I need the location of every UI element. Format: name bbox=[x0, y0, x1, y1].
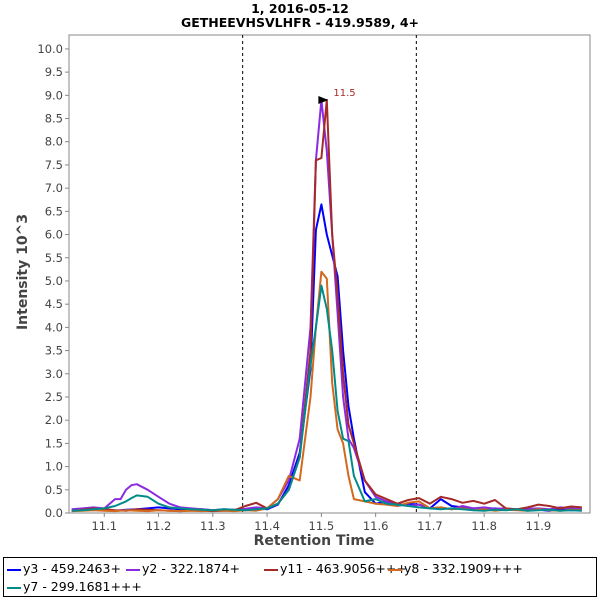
y-tick-label: 7.0 bbox=[45, 181, 63, 195]
y-tick-label: 0.0 bbox=[45, 506, 63, 520]
y-tick-label: 9.5 bbox=[45, 65, 63, 79]
chart-subtitle: GETHEEVHSVLHFR - 419.9589, 4+ bbox=[181, 15, 419, 30]
y-tick-label: 6.0 bbox=[45, 228, 63, 242]
legend-label: y7 - 299.1681+++ bbox=[23, 579, 142, 594]
peak-marker bbox=[318, 95, 329, 104]
y-tick-label: 8.5 bbox=[45, 112, 63, 126]
x-tick-label: 11.1 bbox=[91, 519, 117, 533]
chromatogram-chart: 1, 2016-05-12 GETHEEVHSVLHFR - 419.9589,… bbox=[15, 1, 591, 549]
legend-item: y11 - 463.9056+++ bbox=[264, 560, 407, 578]
legend-item: y3 - 459.2463+ bbox=[7, 560, 121, 578]
legend-swatch bbox=[7, 586, 21, 589]
legend-label: y2 - 322.1874+ bbox=[142, 561, 240, 576]
legend-item: y8 - 332.1909+++ bbox=[388, 560, 523, 578]
y-axis-label: Intensity 10^3 bbox=[15, 214, 31, 330]
plot-frame bbox=[68, 34, 591, 514]
series-line bbox=[71, 284, 582, 512]
series-line bbox=[71, 203, 582, 512]
legend-swatch bbox=[7, 568, 21, 571]
y-tick-label: 1.0 bbox=[45, 460, 63, 474]
chart-title: 1, 2016-05-12 bbox=[251, 1, 349, 16]
legend-swatch bbox=[126, 568, 140, 571]
peak-annotation: 11.5 bbox=[318, 88, 356, 104]
y-tick-label: 4.5 bbox=[45, 297, 63, 311]
y-tick-label: 9.0 bbox=[45, 88, 63, 102]
y-tick-label: 8.0 bbox=[45, 135, 63, 149]
y-tick-label: 7.5 bbox=[45, 158, 63, 172]
axes: 0.0 0.5 1.0 1.5 2.0 2.5 3.0 3.5 4.0 4.5 5.0 5.5 6.0 6… bbox=[37, 34, 591, 533]
x-axis-label: Retention Time bbox=[254, 533, 375, 549]
peak-boundaries bbox=[242, 35, 417, 513]
x-tick-label: 11.6 bbox=[363, 519, 389, 533]
x-tick-label: 11.8 bbox=[471, 519, 497, 533]
y-tick-label: 6.5 bbox=[45, 204, 63, 218]
y-tick-label: 5.0 bbox=[45, 274, 63, 288]
legend: y3 - 459.2463+ y2 - 322.1874+ y11 - 463.90… bbox=[3, 557, 597, 597]
legend-item: y7 - 299.1681+++ bbox=[7, 578, 142, 596]
y-tick-label: 0.5 bbox=[45, 483, 63, 497]
y-tick-label: 1.5 bbox=[45, 436, 63, 450]
y-tick-label: 2.5 bbox=[45, 390, 63, 404]
legend-item: y2 - 322.1874+ bbox=[126, 560, 240, 578]
legend-swatch bbox=[264, 568, 278, 571]
x-tick-label: 11.3 bbox=[200, 519, 226, 533]
legend-label: y11 - 463.9056+++ bbox=[280, 561, 407, 576]
series-lines bbox=[71, 99, 582, 513]
y-tick-label: 3.0 bbox=[45, 367, 63, 381]
legend-swatch bbox=[388, 568, 402, 571]
peak-label: 11.5 bbox=[333, 88, 355, 99]
x-tick-label: 11.5 bbox=[309, 519, 335, 533]
legend-label: y3 - 459.2463+ bbox=[23, 561, 121, 576]
x-tick-label: 11.2 bbox=[146, 519, 172, 533]
x-tick-label: 11.7 bbox=[417, 519, 443, 533]
y-tick-label: 2.0 bbox=[45, 413, 63, 427]
x-tick-label: 11.9 bbox=[526, 519, 552, 533]
x-tick-label: 11.4 bbox=[254, 519, 280, 533]
y-tick-label: 10.0 bbox=[37, 42, 63, 56]
y-tick-label: 4.0 bbox=[45, 320, 63, 334]
y-tick-label: 5.5 bbox=[45, 251, 63, 265]
legend-label: y8 - 332.1909+++ bbox=[404, 561, 523, 576]
y-tick-label: 3.5 bbox=[45, 344, 63, 358]
